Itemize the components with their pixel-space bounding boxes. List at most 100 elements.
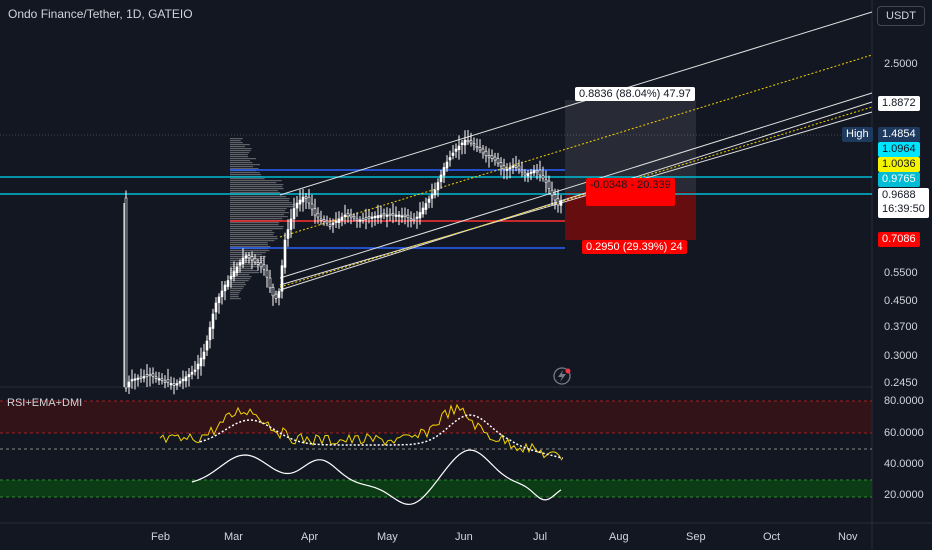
candle bbox=[136, 377, 140, 380]
time-tick: Apr bbox=[301, 531, 319, 543]
candle bbox=[307, 196, 311, 204]
candle bbox=[499, 162, 503, 167]
candle bbox=[274, 293, 278, 299]
candle bbox=[130, 379, 134, 382]
candle bbox=[154, 376, 158, 379]
candle bbox=[253, 258, 257, 263]
target-label[interactable]: 0.8836 (88.04%) 47.97 bbox=[575, 87, 695, 101]
candle bbox=[352, 216, 356, 219]
candlestick-series[interactable] bbox=[123, 129, 563, 395]
candle bbox=[346, 213, 350, 217]
candle bbox=[478, 147, 482, 151]
candle bbox=[169, 383, 173, 386]
candle bbox=[310, 203, 314, 210]
candle bbox=[211, 313, 215, 329]
channel-lines[interactable] bbox=[279, 11, 873, 291]
candle bbox=[523, 172, 527, 176]
candle bbox=[559, 200, 563, 206]
bar-countdown: 16:39:50 bbox=[882, 203, 925, 215]
candle bbox=[271, 286, 275, 297]
ema-line bbox=[199, 414, 564, 459]
candle bbox=[172, 383, 176, 386]
candle bbox=[199, 357, 203, 367]
candle bbox=[334, 220, 338, 223]
candle bbox=[457, 145, 461, 150]
candle bbox=[148, 373, 152, 377]
candle bbox=[382, 213, 386, 216]
candle bbox=[367, 216, 371, 219]
candle bbox=[397, 214, 401, 217]
candle bbox=[556, 198, 560, 206]
candle bbox=[331, 222, 335, 225]
candle bbox=[475, 145, 479, 149]
candle bbox=[484, 150, 488, 156]
candle bbox=[406, 214, 410, 218]
candle bbox=[370, 216, 374, 219]
stop-label[interactable]: 0.2950 (29.39%) 24 bbox=[582, 240, 687, 254]
candle bbox=[514, 165, 518, 168]
candle bbox=[226, 280, 230, 287]
candle bbox=[277, 291, 281, 298]
candle bbox=[304, 196, 308, 199]
candle bbox=[286, 229, 290, 239]
candle bbox=[214, 302, 218, 313]
candle bbox=[193, 369, 197, 372]
candle bbox=[187, 374, 191, 378]
candle bbox=[241, 257, 245, 265]
candle bbox=[361, 218, 365, 221]
candle bbox=[412, 218, 416, 221]
currency-button[interactable]: USDT bbox=[877, 6, 925, 26]
candle bbox=[508, 167, 512, 170]
candle bbox=[328, 224, 332, 227]
price-tick: 0.5500 bbox=[884, 267, 918, 279]
candle bbox=[178, 380, 182, 384]
candle bbox=[223, 284, 227, 292]
candle bbox=[487, 155, 491, 158]
candle bbox=[430, 194, 434, 199]
candle bbox=[424, 203, 428, 210]
candle bbox=[550, 189, 554, 196]
candle bbox=[301, 196, 305, 203]
indicator-tick: 40.0000 bbox=[884, 458, 924, 470]
candle bbox=[394, 214, 398, 217]
candle bbox=[298, 199, 302, 205]
candle bbox=[259, 262, 263, 268]
candle bbox=[490, 155, 494, 159]
candle bbox=[247, 255, 251, 259]
time-tick: Nov bbox=[838, 531, 858, 543]
indicator-label[interactable]: RSI+EMA+DMI bbox=[7, 397, 83, 409]
entry-label[interactable]: -0.0348 - 20.339 bbox=[586, 178, 675, 206]
candle bbox=[505, 168, 509, 171]
candle bbox=[385, 214, 389, 217]
indicator-tick: 80.0000 bbox=[884, 395, 924, 407]
lightning-icon[interactable] bbox=[553, 367, 571, 385]
rsi-oversold-zone bbox=[0, 480, 872, 497]
candle bbox=[157, 378, 161, 381]
candle bbox=[283, 239, 287, 268]
candle bbox=[439, 174, 443, 183]
candle bbox=[238, 262, 242, 266]
candle bbox=[376, 215, 380, 219]
candle bbox=[340, 216, 344, 221]
candle bbox=[295, 202, 299, 209]
high-price-tag: 1.4854 bbox=[878, 127, 920, 142]
candle bbox=[256, 262, 260, 265]
symbol-title[interactable]: Ondo Finance/Tether, 1D, GATEIO bbox=[8, 7, 193, 21]
candle bbox=[442, 167, 446, 176]
candle bbox=[427, 198, 431, 203]
candle bbox=[445, 161, 449, 169]
red-level-price-tag: 0.7086 bbox=[878, 232, 920, 247]
candle bbox=[196, 363, 200, 370]
candle bbox=[517, 165, 521, 170]
time-tick: May bbox=[377, 531, 398, 543]
candle bbox=[403, 214, 407, 217]
indicator-tick: 20.0000 bbox=[884, 489, 924, 501]
candle bbox=[349, 214, 353, 218]
candle bbox=[184, 376, 188, 382]
candle bbox=[145, 374, 149, 377]
candle bbox=[163, 380, 167, 383]
candle bbox=[175, 383, 179, 386]
candle bbox=[421, 207, 425, 215]
yellow-level-price-tag: 1.0036 bbox=[878, 157, 920, 172]
